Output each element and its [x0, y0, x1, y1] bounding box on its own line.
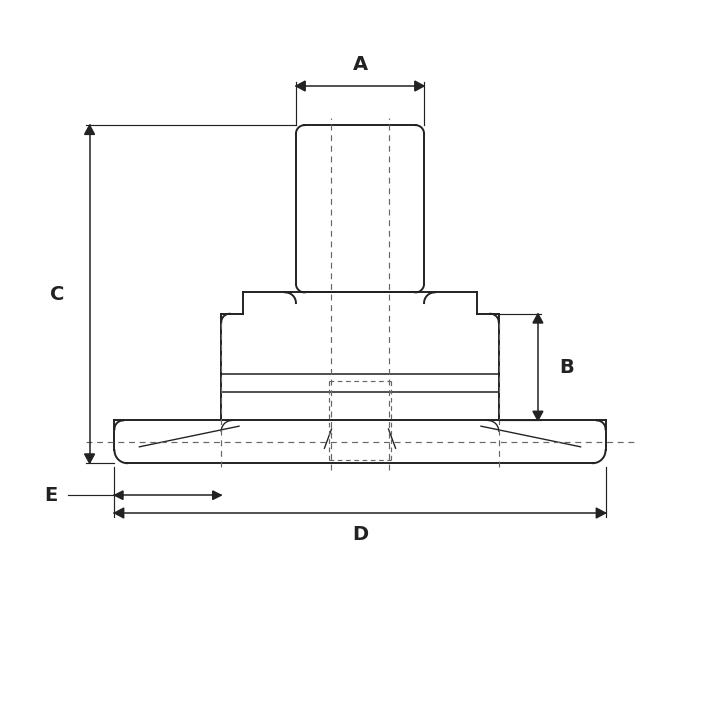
Polygon shape [84, 125, 94, 135]
Text: D: D [352, 525, 368, 544]
Polygon shape [533, 411, 543, 420]
Text: E: E [44, 486, 57, 505]
Polygon shape [114, 508, 124, 518]
Polygon shape [533, 314, 543, 323]
Text: B: B [559, 358, 574, 377]
Polygon shape [212, 491, 221, 500]
Polygon shape [296, 81, 305, 91]
Text: A: A [352, 55, 368, 74]
Text: C: C [50, 284, 65, 304]
Polygon shape [114, 491, 123, 500]
Polygon shape [596, 508, 606, 518]
Polygon shape [84, 454, 94, 463]
Polygon shape [415, 81, 424, 91]
